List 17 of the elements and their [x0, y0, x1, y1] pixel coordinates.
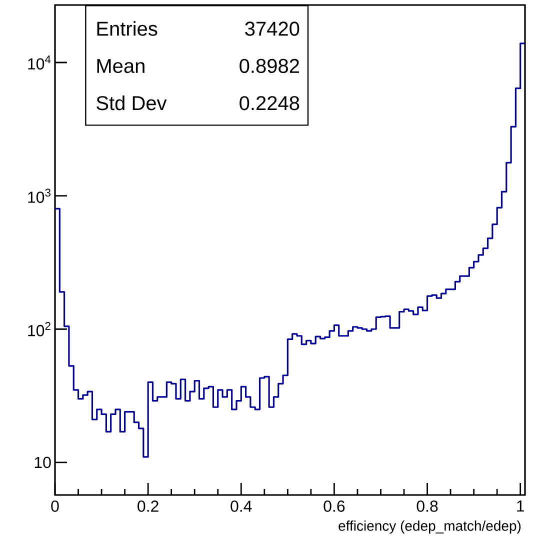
- x-tick-label: 0.4: [230, 500, 252, 512]
- x-axis-title: efficiency (edep_match/edep): [338, 520, 521, 534]
- annotation: 0.2248: [240, 96, 300, 110]
- annotation: 37420: [245, 22, 300, 36]
- y-tick-label: 10$^{2}$: [28, 322, 50, 336]
- y-tick-label: 10: [34, 456, 51, 468]
- annotation: Mean: [97, 59, 144, 74]
- y-tick-label: 10$^{4}$: [28, 55, 51, 70]
- annotation: Entries: [97, 21, 158, 36]
- x-tick-label: 0: [51, 500, 59, 512]
- x-tick-label: 0.8: [416, 500, 438, 512]
- x-tick-label: 1: [517, 500, 524, 512]
- x-tick-label: 0.2: [138, 500, 158, 512]
- x-tick-label: 0.6: [324, 500, 345, 512]
- annotation: Std Dev: [96, 96, 167, 110]
- annotation: 0.8982: [240, 58, 299, 74]
- y-tick-label: 10$^{3}$: [28, 188, 50, 203]
